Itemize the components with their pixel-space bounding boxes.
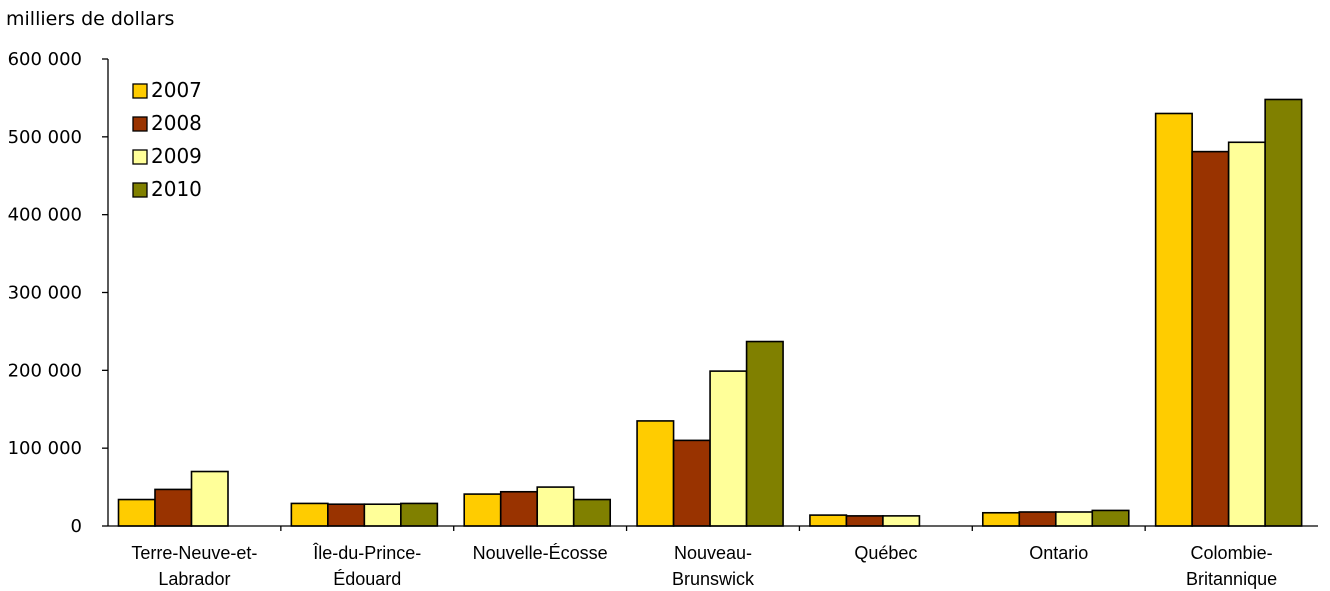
bar xyxy=(572,498,612,527)
bar xyxy=(672,439,711,527)
y-axis-label: milliers de dollars xyxy=(6,8,174,30)
y-tick-label: 500 000 xyxy=(8,127,82,148)
x-tick-label: Île-du-Prince- xyxy=(312,543,421,563)
bar xyxy=(809,514,848,527)
x-tick-label: Ontario xyxy=(1029,543,1088,563)
bar xyxy=(499,490,539,527)
bar xyxy=(363,503,402,527)
bars xyxy=(117,98,1303,527)
x-tick-label: Nouvelle-Écosse xyxy=(473,543,608,563)
x-tick-label: Labrador xyxy=(158,569,230,589)
legend-label: 2007 xyxy=(151,78,202,102)
bar xyxy=(327,503,366,527)
legend-swatch xyxy=(132,182,148,198)
bar xyxy=(1264,98,1303,527)
bar xyxy=(190,470,229,527)
y-tick-label: 400 000 xyxy=(8,205,82,226)
bar xyxy=(745,340,784,527)
legend-label: 2009 xyxy=(151,144,202,168)
y-axis: 0 100 000 200 000 300 000 400 000 500 000 600 … xyxy=(8,49,109,537)
legend: 2007 2008 2009 2010 xyxy=(132,78,202,201)
bar xyxy=(463,493,502,527)
bar xyxy=(1227,141,1266,527)
bar xyxy=(845,515,884,527)
bar xyxy=(536,486,575,527)
legend-swatch xyxy=(132,116,148,132)
bar xyxy=(636,420,675,527)
bar xyxy=(882,515,921,527)
legend-label: 2008 xyxy=(151,111,202,135)
x-tick-label: Britannique xyxy=(1186,569,1277,589)
bar xyxy=(154,488,193,527)
bar xyxy=(1191,150,1230,527)
x-tick-label: Terre-Neuve-et- xyxy=(131,543,257,563)
x-tick-label: Édouard xyxy=(333,569,401,589)
bar xyxy=(290,502,329,527)
legend-swatch xyxy=(132,83,148,99)
y-tick-label: 200 000 xyxy=(8,360,82,381)
y-tick-label: 300 000 xyxy=(8,283,82,304)
bar xyxy=(1091,509,1130,527)
bar xyxy=(117,498,156,527)
legend-swatch xyxy=(132,149,148,165)
x-tick-label: Québec xyxy=(854,543,917,563)
x-axis: Terre-Neuve-et- Labrador Île-du-Prince- Édo… xyxy=(108,525,1318,589)
bar xyxy=(1018,511,1057,527)
bar xyxy=(400,502,439,527)
bar xyxy=(709,370,748,527)
legend-label: 2010 xyxy=(151,177,202,201)
y-tick-label: 100 000 xyxy=(8,438,82,459)
bar xyxy=(981,511,1021,527)
bar xyxy=(1154,112,1193,527)
x-tick-label: Brunswick xyxy=(672,569,755,589)
y-tick-label: 0 xyxy=(71,516,82,537)
x-tick-label: Colombie- xyxy=(1191,543,1273,563)
y-tick-label: 600 000 xyxy=(8,49,82,70)
bar xyxy=(1054,511,1094,527)
x-tick-label: Nouveau- xyxy=(674,543,752,563)
